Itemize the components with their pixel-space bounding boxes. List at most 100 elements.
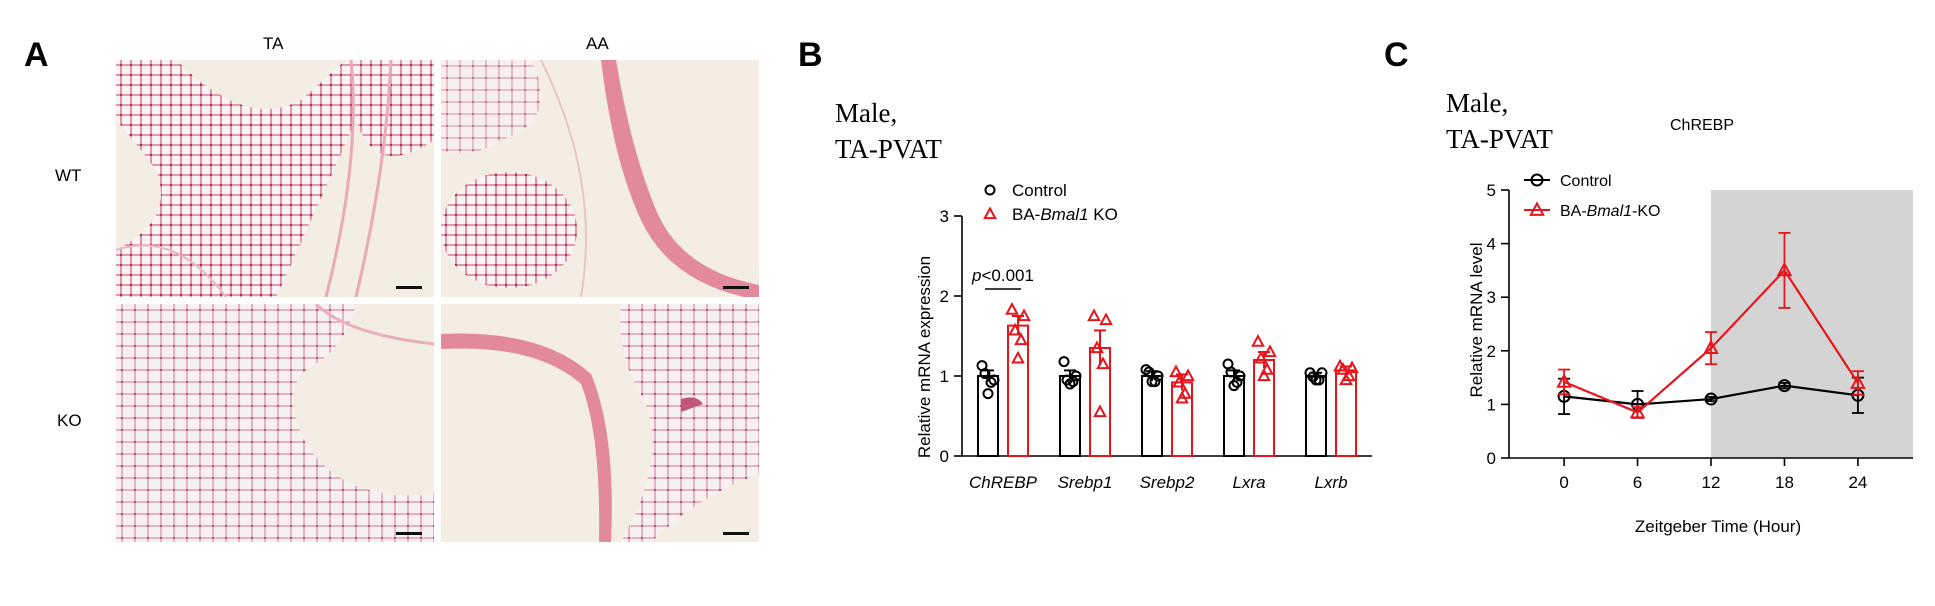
chart-b-ytick-label: 3 bbox=[940, 207, 949, 226]
chart-b-point bbox=[1251, 334, 1265, 347]
chart-b-point bbox=[1310, 374, 1322, 386]
chart-b-point bbox=[1096, 356, 1110, 370]
chart-b-point bbox=[1234, 370, 1246, 382]
chart-b-point bbox=[1099, 312, 1113, 326]
chart-b-point bbox=[1169, 364, 1183, 378]
chart-c-legend-control: Control bbox=[1560, 173, 1612, 190]
chart-c-line-ko bbox=[1563, 268, 1859, 414]
chart-b-legend-marker-control bbox=[984, 184, 996, 196]
chart-c-point bbox=[1776, 261, 1793, 277]
column-label-ta: TA bbox=[263, 34, 284, 53]
chart-b-legend-control: Control bbox=[1012, 181, 1067, 200]
chart-b-bar bbox=[977, 375, 999, 457]
chart-b-point bbox=[1149, 376, 1161, 388]
chart-b-point bbox=[1152, 370, 1164, 382]
chart-b-point bbox=[1339, 372, 1353, 386]
chart-b-point bbox=[1070, 370, 1082, 382]
scale-bar bbox=[723, 286, 749, 289]
chart-b-bar bbox=[1007, 324, 1029, 457]
panel-c-letter: C bbox=[1384, 36, 1409, 74]
chart-c-ytick-label: 5 bbox=[1487, 181, 1496, 200]
chart-b-point bbox=[1307, 371, 1319, 383]
chart-c-legend-ko: BA-Bmal1-KO bbox=[1560, 203, 1660, 220]
chart-b-title-line-2: TA-PVAT bbox=[835, 134, 942, 164]
chart-b-point bbox=[1146, 376, 1158, 388]
chart-b-legend-marker-ko bbox=[983, 206, 997, 220]
chart-b-point bbox=[1231, 376, 1243, 388]
chart-c-dark-phase-shade bbox=[1711, 190, 1913, 458]
scale-bar bbox=[723, 532, 749, 535]
chart-c-ytick-label: 1 bbox=[1487, 395, 1496, 414]
chart-c-ytick-label: 4 bbox=[1487, 235, 1496, 254]
chart-b-point bbox=[1058, 356, 1070, 368]
chart-b-category-label: Lxra bbox=[1232, 473, 1265, 492]
chart-b-point bbox=[1263, 344, 1277, 358]
chart-c-ytick-label: 3 bbox=[1487, 288, 1496, 307]
chart-b-point bbox=[1067, 376, 1079, 388]
chart-c-point bbox=[1557, 389, 1571, 403]
chart-c-legend-marker-ko bbox=[1529, 201, 1545, 216]
histology-ko-aa-graphic bbox=[441, 304, 759, 542]
chart-c-title-line-1: Male, bbox=[1446, 88, 1509, 118]
chart-b-point bbox=[1345, 360, 1359, 374]
chart-b-legend-ko: BA-Bmal1 KO bbox=[1012, 205, 1118, 224]
chart-b-point bbox=[1257, 368, 1271, 382]
histology-image-ko-ta bbox=[116, 304, 434, 542]
chart-b-category-label: Srebp2 bbox=[1140, 473, 1195, 492]
chart-b-point bbox=[1222, 358, 1234, 370]
chart-c-xtick-label: 0 bbox=[1559, 473, 1568, 492]
chart-c-title-line-2: TA-PVAT bbox=[1446, 124, 1553, 154]
chart-b-point bbox=[1008, 322, 1022, 336]
chart-b-point bbox=[1143, 366, 1155, 378]
chart-b-bar bbox=[1089, 347, 1111, 457]
chart-c-pvalue: p<0.001 bbox=[1745, 199, 1808, 218]
chart-b-point bbox=[1225, 366, 1237, 378]
chart-b-point bbox=[1178, 386, 1192, 399]
chart-c-point bbox=[1704, 392, 1718, 406]
histology-image-ko-aa bbox=[441, 304, 759, 542]
chart-b-bar bbox=[1335, 369, 1357, 457]
chart-b-bar bbox=[1253, 359, 1275, 457]
chart-b-point bbox=[1333, 358, 1347, 372]
chart-b-point bbox=[1011, 350, 1025, 364]
chart-c-ytick-label: 2 bbox=[1487, 342, 1496, 361]
chart-b-bar bbox=[1223, 375, 1245, 457]
chart-b-point bbox=[1336, 362, 1350, 375]
chart-b-point bbox=[976, 360, 988, 372]
chart-c-line-control bbox=[1563, 384, 1859, 406]
chart-b-ytick-label: 1 bbox=[940, 367, 949, 386]
chart-b-point bbox=[1005, 302, 1019, 315]
chart-b-point bbox=[1017, 308, 1031, 322]
chart-b-pvalue: p<0.001 bbox=[971, 266, 1034, 285]
chart-b-point bbox=[1313, 374, 1325, 386]
column-label-aa: AA bbox=[586, 34, 609, 53]
histology-image-wt-ta bbox=[116, 60, 434, 297]
histology-image-wt-aa bbox=[441, 60, 759, 297]
chart-b-category-label: Lxrb bbox=[1314, 473, 1347, 492]
chart-c-point bbox=[1556, 373, 1572, 388]
chart-b-point bbox=[1254, 350, 1268, 364]
chart-b-ytick-label: 2 bbox=[940, 287, 949, 306]
chart-b-bar bbox=[1171, 381, 1193, 457]
histology-wt-aa-graphic bbox=[441, 60, 759, 297]
chart-c-xtick-label: 12 bbox=[1702, 473, 1721, 492]
chart-c-subtitle: ChREBP bbox=[1670, 117, 1735, 134]
chart-b-ytick-label: 0 bbox=[940, 447, 949, 466]
chart-b-category-label: ChREBP bbox=[969, 473, 1038, 492]
chart-b-bar bbox=[1059, 375, 1081, 457]
chart-b-point bbox=[1172, 374, 1186, 388]
chart-c-point bbox=[1851, 388, 1865, 402]
row-label-ko: KO bbox=[57, 411, 82, 430]
chart-c-point bbox=[1631, 397, 1645, 411]
chart-b-point bbox=[1087, 308, 1101, 322]
chart-c-ytick-label: 0 bbox=[1487, 449, 1496, 468]
chart-b-point bbox=[979, 368, 991, 380]
scale-bar bbox=[396, 286, 422, 289]
chart-b-point bbox=[1260, 362, 1274, 375]
histology-wt-ta-graphic bbox=[116, 60, 434, 297]
chart-b-point bbox=[1064, 378, 1076, 390]
chart-b-point bbox=[982, 388, 994, 400]
chart-c-point bbox=[1703, 339, 1719, 354]
chart-b-point bbox=[1228, 380, 1240, 392]
chart-c-xlabel: Zeitgeber Time (Hour) bbox=[1635, 517, 1801, 536]
